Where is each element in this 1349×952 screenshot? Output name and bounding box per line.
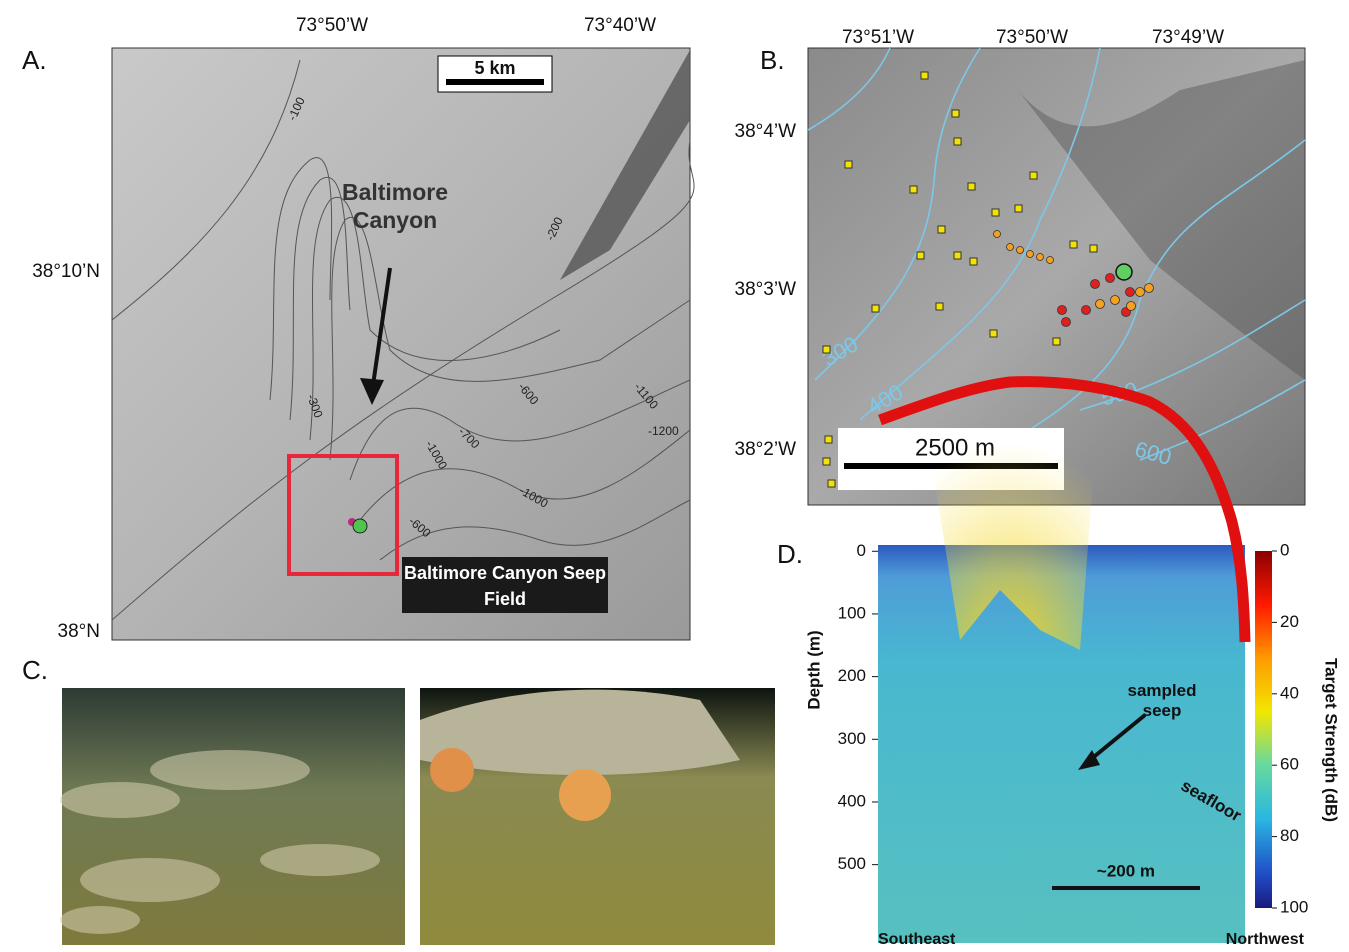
seep-dot: [353, 519, 367, 533]
y-tick-label: 100: [838, 603, 866, 622]
anemone: [430, 748, 474, 792]
lon-label: 73°50’W: [296, 15, 368, 36]
figure: A. 73°50’W 73°40’W 38°10’N 38°N 5 km Bal…: [0, 0, 1349, 952]
y-tick-label: 400: [838, 791, 866, 810]
panel-label: D.: [777, 539, 803, 569]
seep-field-label: Baltimore Canyon Seep Field: [402, 557, 608, 612]
y-tick-label: 500: [838, 854, 866, 873]
colorbar-label: Target Strength (dB): [1322, 658, 1341, 822]
lon-label: 73°51’W: [842, 27, 914, 48]
panel-label: B.: [760, 45, 785, 75]
anemone: [559, 769, 611, 821]
lat-label: 38°10’N: [32, 261, 100, 282]
lon-label: 73°50’W: [996, 27, 1068, 48]
canyon-label-box: Baltimore Canyon: [320, 178, 470, 268]
colorbar-tick-label: 80: [1280, 826, 1299, 845]
colorbar-tick-label: 100: [1280, 897, 1308, 916]
seep-label-word: seep: [1143, 701, 1182, 720]
lat-label: 38°3’W: [735, 279, 797, 300]
seep-label-word: sampled: [1128, 681, 1197, 700]
lat-label: 38°4’W: [735, 121, 797, 142]
y-axis-label: Depth (m): [804, 630, 823, 709]
y-tick-label: 0: [857, 541, 866, 560]
lat-label: 38°2’W: [735, 439, 797, 460]
colorbar: [1255, 551, 1272, 908]
lat-label: 38°N: [58, 621, 100, 642]
colorbar-tick-label: 20: [1280, 612, 1299, 631]
map-a: [112, 48, 690, 640]
scale-label: ~200 m: [1097, 861, 1155, 880]
panel-label: A.: [22, 45, 47, 75]
colorbar-tick-label: 0: [1280, 540, 1289, 559]
right-label: Northwest: [1226, 931, 1305, 948]
colorbar-tick-label: 60: [1280, 755, 1299, 774]
y-tick-label: 200: [838, 666, 866, 685]
lon-label: 73°40’W: [584, 15, 656, 36]
lon-label: 73°49’W: [1152, 27, 1224, 48]
panel-label: C.: [22, 655, 48, 685]
left-label: Southeast: [878, 931, 956, 948]
y-tick-label: 300: [838, 729, 866, 748]
seep-field-label-box: Baltimore Canyon Seep Field: [402, 557, 608, 613]
scale-label: 5 km: [474, 58, 515, 78]
contour-label: -1200: [648, 424, 679, 438]
colorbar-tick-label: 40: [1280, 683, 1299, 702]
canyon-label: Baltimore Canyon: [320, 178, 470, 234]
